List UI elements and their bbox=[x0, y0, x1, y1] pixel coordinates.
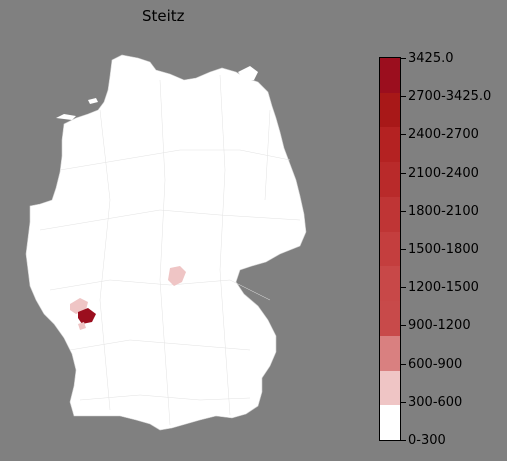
map-title: Steitz bbox=[142, 7, 185, 25]
legend-swatch bbox=[380, 266, 400, 302]
legend-swatch bbox=[380, 162, 400, 197]
legend-tick bbox=[401, 363, 406, 365]
legend-tick bbox=[401, 401, 406, 403]
legend-label: 3425.0 bbox=[408, 51, 454, 66]
region-thuringia bbox=[168, 266, 186, 286]
legend-tick bbox=[401, 249, 406, 250]
north-islands bbox=[56, 98, 98, 120]
legend-label: 1500-1800 bbox=[408, 242, 479, 257]
legend-swatch bbox=[380, 335, 400, 371]
germany-outline bbox=[25, 54, 307, 431]
legend-swatch bbox=[380, 92, 400, 128]
legend-label: 300-600 bbox=[408, 394, 463, 410]
legend-swatch bbox=[380, 405, 400, 440]
east-island bbox=[238, 66, 258, 80]
legend-swatch bbox=[380, 58, 400, 93]
district-lines bbox=[39, 74, 301, 426]
legend-label: 2700-3425.0 bbox=[408, 89, 492, 105]
legend-label: 900-1200 bbox=[408, 318, 471, 334]
legend-tick bbox=[401, 287, 406, 289]
legend-swatch bbox=[380, 196, 400, 232]
legend-swatch bbox=[380, 231, 400, 267]
legend-label: 2100-2400 bbox=[408, 165, 479, 181]
legend-label: 2400-2700 bbox=[408, 127, 479, 143]
legend-swatch bbox=[380, 127, 400, 163]
region-southwest-dark bbox=[78, 308, 96, 324]
legend-tick bbox=[401, 325, 406, 327]
legend-label: 1200-1500 bbox=[408, 280, 479, 296]
legend-tick bbox=[401, 172, 406, 174]
legend-tick bbox=[401, 210, 406, 212]
legend-label: 0-300 bbox=[408, 433, 446, 448]
legend-tick bbox=[401, 58, 406, 59]
legend-label: 600-900 bbox=[408, 356, 463, 372]
legend-tick bbox=[401, 440, 406, 441]
legend-tick bbox=[401, 134, 406, 136]
legend-colorbar bbox=[379, 57, 401, 441]
legend-swatch bbox=[380, 370, 400, 406]
region-southwest-small bbox=[78, 322, 86, 330]
legend-tick bbox=[401, 96, 406, 98]
legend-swatch bbox=[380, 301, 400, 336]
legend-label: 1800-2100 bbox=[408, 203, 479, 219]
